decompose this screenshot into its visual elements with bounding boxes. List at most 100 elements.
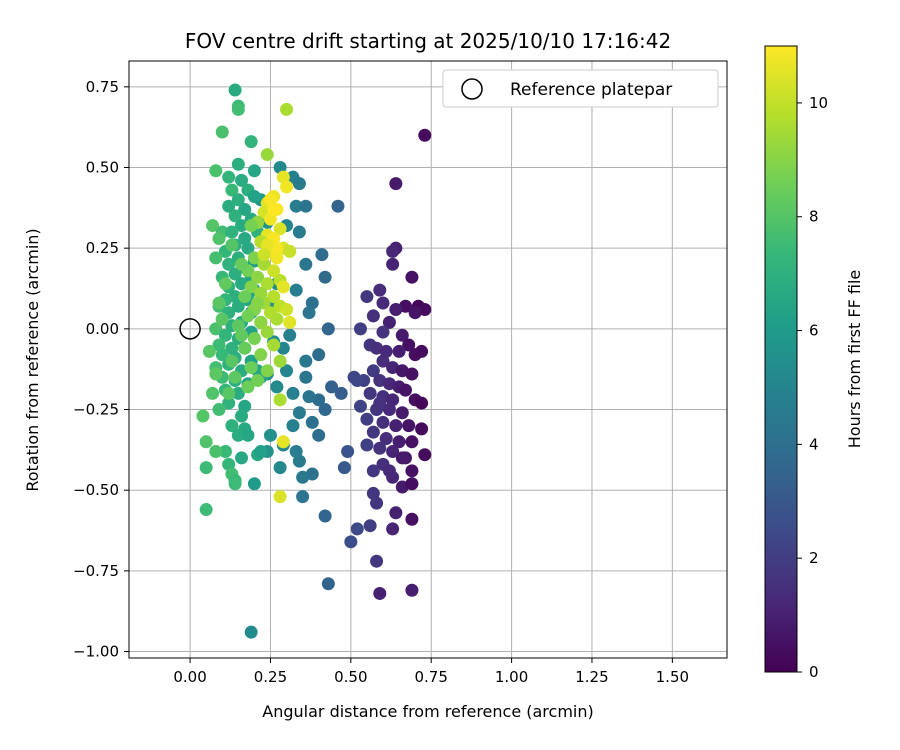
data-point <box>238 341 252 355</box>
data-point <box>286 386 300 400</box>
x-tick-label: 0.50 <box>334 668 367 686</box>
data-point <box>206 219 220 233</box>
data-point <box>318 270 332 284</box>
data-point <box>273 393 287 407</box>
data-point <box>405 464 419 478</box>
data-point <box>254 348 268 362</box>
data-point <box>312 348 326 362</box>
data-point <box>318 509 332 523</box>
data-point <box>225 225 239 239</box>
data-point <box>209 164 223 178</box>
data-point <box>389 302 403 316</box>
data-point <box>283 328 297 342</box>
data-point <box>363 519 377 533</box>
data-point <box>286 419 300 433</box>
data-point <box>405 583 419 597</box>
x-tick-label: 1.50 <box>656 668 689 686</box>
data-point <box>386 244 400 258</box>
data-point <box>231 386 245 400</box>
y-tick-label: −0.75 <box>73 562 119 580</box>
data-point <box>225 183 239 197</box>
colorbar-tick-label: 0 <box>809 663 819 681</box>
data-point <box>418 448 432 462</box>
data-point <box>321 577 335 591</box>
data-point <box>283 315 297 329</box>
data-point <box>341 444 355 458</box>
data-point <box>366 464 380 478</box>
data-point <box>235 328 249 342</box>
colorbar-tick-label: 6 <box>809 322 819 340</box>
y-tick-label: 0.75 <box>86 78 119 96</box>
data-point <box>280 180 294 194</box>
y-tick-label: 0.00 <box>86 320 119 338</box>
data-point <box>247 190 261 204</box>
data-point <box>228 370 242 384</box>
data-point <box>283 244 297 258</box>
data-point <box>260 325 274 339</box>
data-point <box>289 199 303 213</box>
data-point <box>376 325 390 339</box>
data-point <box>402 338 416 352</box>
data-point <box>315 248 329 262</box>
data-point <box>231 299 245 313</box>
data-point <box>408 306 422 320</box>
data-point <box>299 199 313 213</box>
data-point <box>254 444 268 458</box>
data-point <box>395 451 409 465</box>
data-point <box>302 306 316 320</box>
data-point <box>222 199 236 213</box>
data-point <box>260 364 274 378</box>
data-point <box>215 348 229 362</box>
data-point <box>395 328 409 342</box>
data-point <box>225 419 239 433</box>
data-point <box>402 419 416 433</box>
colorbar-bar <box>764 45 798 673</box>
data-point <box>389 506 403 520</box>
data-point <box>337 461 351 475</box>
data-point <box>325 380 339 394</box>
colorbar-tick-label: 4 <box>809 435 819 453</box>
data-point <box>222 386 236 400</box>
data-point <box>228 477 242 491</box>
data-point <box>299 370 313 384</box>
data-point <box>235 451 249 465</box>
colorbar-ticks: 0 2 4 6 8 10 <box>797 94 828 681</box>
data-point <box>212 296 226 310</box>
data-point <box>209 251 223 265</box>
data-point <box>244 135 258 149</box>
data-point <box>267 290 281 304</box>
legend-label: Reference platepar <box>510 80 672 100</box>
data-point <box>379 432 393 446</box>
x-axis-ticks: 0.00 0.25 0.50 0.75 1.00 1.25 1.50 <box>173 658 689 686</box>
colorbar-tick-label: 10 <box>809 94 828 112</box>
data-point <box>289 283 303 297</box>
data-point <box>225 354 239 368</box>
data-point <box>276 435 290 449</box>
data-point <box>366 364 380 378</box>
data-point <box>296 490 310 504</box>
data-point <box>244 625 258 639</box>
data-point <box>415 344 429 358</box>
data-point <box>206 386 220 400</box>
data-point <box>415 396 429 410</box>
data-point <box>405 512 419 526</box>
data-point <box>231 428 245 442</box>
data-point <box>228 83 242 97</box>
data-point <box>373 441 387 455</box>
data-point <box>202 344 216 358</box>
data-point <box>280 102 294 116</box>
data-point <box>267 264 281 278</box>
data-point <box>244 219 258 233</box>
data-point <box>251 373 265 387</box>
data-point <box>257 248 271 262</box>
data-point <box>238 202 252 216</box>
data-point <box>382 403 396 417</box>
data-point <box>418 128 432 142</box>
colorbar-label: Hours from first FF file <box>845 270 864 449</box>
data-point <box>215 125 229 139</box>
data-point <box>235 219 249 233</box>
data-point <box>382 315 396 329</box>
data-point <box>292 177 306 191</box>
data-point <box>247 477 261 491</box>
data-point <box>241 380 255 394</box>
